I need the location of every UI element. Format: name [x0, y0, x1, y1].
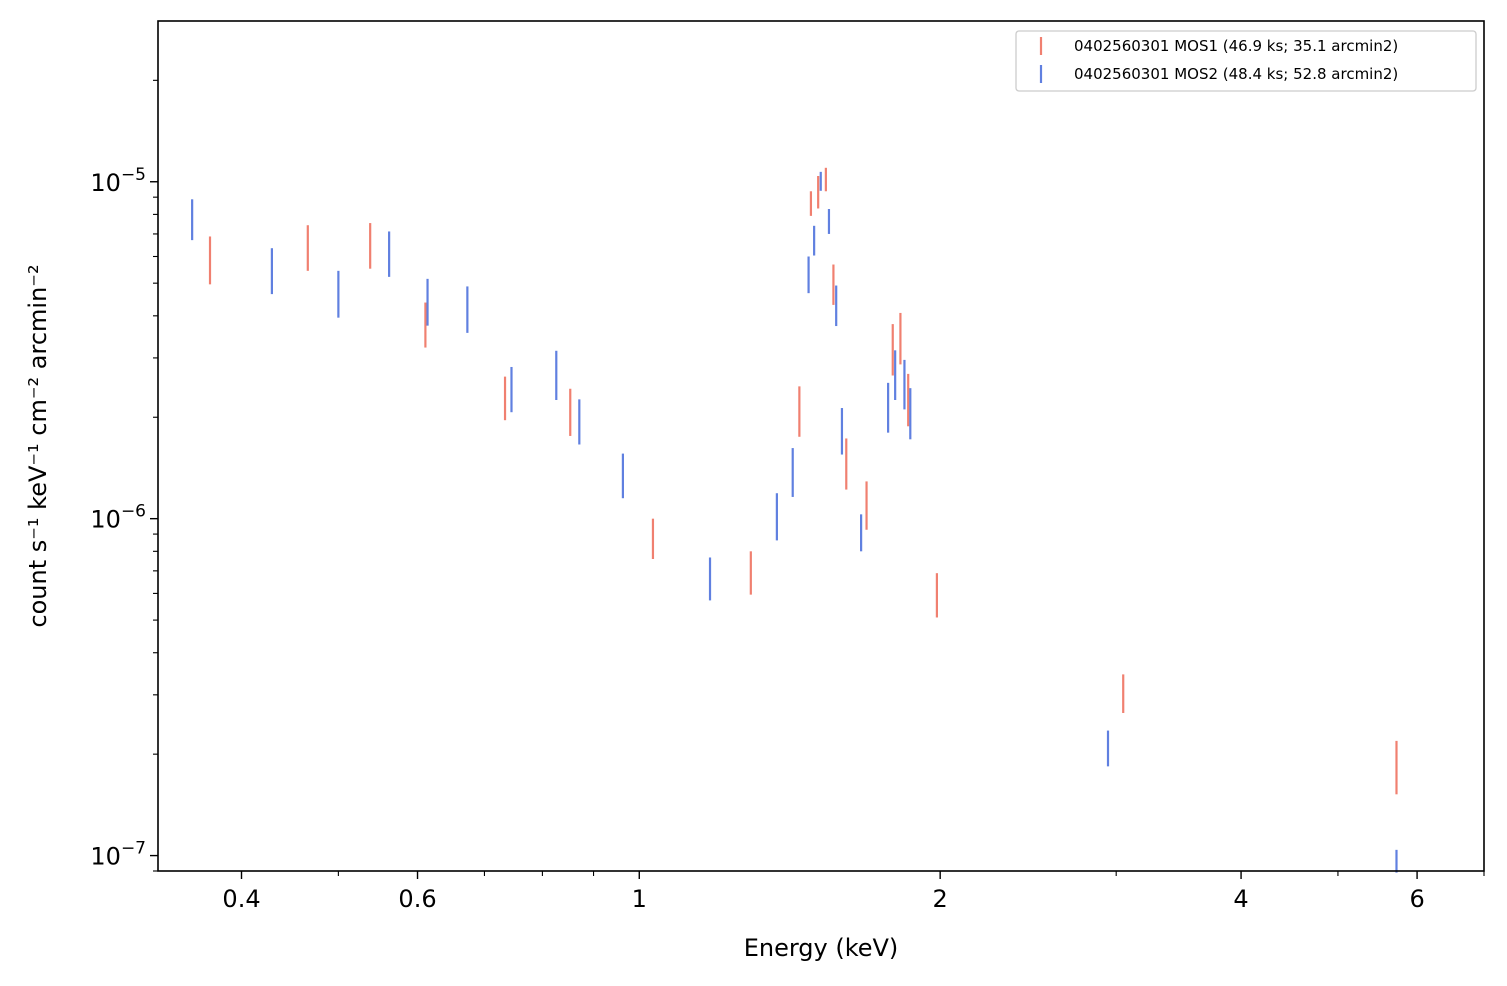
series-1	[208, 167, 1398, 795]
plot-area-frame	[157, 20, 1485, 872]
legend-label: 0402560301 MOS2 (48.4 ks; 52.8 arcmin2)	[1074, 65, 1398, 83]
legend-label: 0402560301 MOS1 (46.9 ks; 35.1 arcmin2)	[1074, 37, 1398, 55]
y-tick-label: 10−5	[90, 165, 146, 197]
series-layer	[191, 167, 1398, 873]
series-2	[191, 171, 1398, 873]
x-tick-label: 2	[933, 885, 948, 913]
y-tick-label: 10−7	[90, 839, 146, 871]
y-tick-label: 10−6	[90, 502, 146, 534]
y-axis-label: count s⁻¹ keV⁻¹ cm⁻² arcmin⁻²	[24, 264, 52, 627]
x-tick-label: 0.4	[222, 885, 260, 913]
x-tick-label: 6	[1409, 885, 1424, 913]
axes-layer: 0.4 0.6 1 2 4 6 10−5 10−6 10−7	[90, 79, 1485, 913]
legend-box	[1015, 30, 1477, 92]
x-axis-label: Energy (keV)	[744, 934, 899, 962]
x-tick-label: 1	[632, 885, 647, 913]
x-tick-label: 4	[1233, 885, 1248, 913]
x-tick-label: 0.6	[398, 885, 436, 913]
legend: 0402560301 MOS1 (46.9 ks; 35.1 arcmin2) 0…	[1015, 30, 1477, 92]
